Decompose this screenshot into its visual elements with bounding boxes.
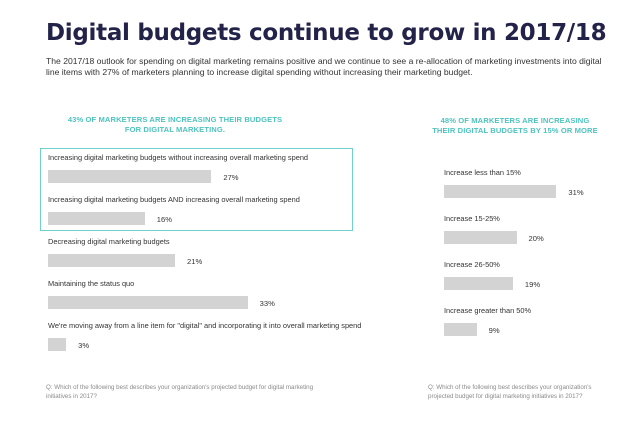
bar: [48, 254, 176, 267]
bar-value-label: 16%: [156, 215, 172, 224]
bar-value-label: 21%: [187, 257, 203, 266]
bar-label: Increase greater than 50%: [444, 306, 532, 315]
bar-label: Increasing digital marketing budgets AND…: [48, 195, 300, 204]
left-survey-question: Q: Which of the following best describes…: [46, 384, 314, 400]
bar-track: 21%: [48, 254, 202, 267]
bar-value-label: 3%: [78, 341, 90, 350]
page-title: Digital budgets continue to grow in 2017…: [46, 20, 607, 46]
bar-track: 33%: [48, 296, 275, 309]
bar-value-label: 9%: [488, 326, 500, 335]
intro-paragraph: The 2017/18 outlook for spending on digi…: [46, 56, 602, 77]
bar-label: Increase 15-25%: [444, 214, 500, 223]
bar-track: 16%: [48, 212, 172, 225]
bar-label: We're moving away from a line item for "…: [48, 321, 362, 330]
bar-value-label: 33%: [259, 299, 275, 308]
bar: [48, 212, 145, 225]
bar-track: 19%: [444, 277, 540, 290]
bar-label: Maintaining the status quo: [48, 279, 135, 288]
bar-track: 9%: [444, 323, 500, 336]
bar-value-label: 31%: [568, 188, 584, 197]
bar: [444, 185, 557, 198]
bar-label: Decreasing digital marketing budgets: [48, 237, 170, 246]
bar: [444, 277, 513, 290]
bar-label: Increase less than 15%: [444, 168, 521, 177]
bar-track: 3%: [48, 338, 89, 351]
bar-label: Increase 26-50%: [444, 260, 500, 269]
highlight-box: [40, 148, 353, 231]
bar: [444, 323, 477, 336]
left-chart-title: 43% OF MARKETERS ARE INCREASING THEIR BU…: [67, 115, 283, 134]
bar: [48, 338, 67, 351]
right-survey-question: Q: Which of the following best describes…: [428, 384, 592, 400]
bar: [48, 296, 248, 309]
bar: [48, 170, 212, 183]
right-chart-title: 48% OF MARKETERS ARE INCREASING THEIR DI…: [432, 116, 598, 135]
bar-track: 20%: [444, 231, 544, 244]
bar-value-label: 27%: [223, 173, 239, 182]
bar: [444, 231, 517, 244]
bar-track: 31%: [444, 185, 584, 198]
bar-track: 27%: [48, 170, 239, 183]
bar-label: Increasing digital marketing budgets wit…: [48, 153, 309, 162]
bar-value-label: 20%: [528, 234, 544, 243]
bar-value-label: 19%: [524, 280, 541, 289]
